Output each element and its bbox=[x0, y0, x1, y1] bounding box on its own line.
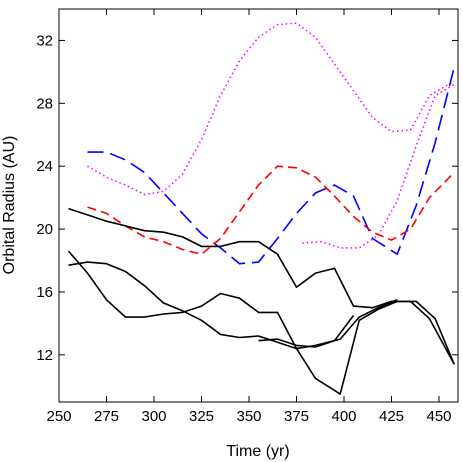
y-tick-label-12: 12 bbox=[36, 347, 53, 364]
x-tick-label-375: 375 bbox=[284, 408, 309, 425]
tick-layer: 250 275 300 325 350 375 400 425 450 12 16 20 24 28 32 bbox=[36, 9, 458, 425]
y-tick-label-16: 16 bbox=[36, 284, 53, 301]
y-tick-label-32: 32 bbox=[36, 32, 53, 49]
y-axis-title: Orbital Radius (AU) bbox=[1, 136, 18, 275]
x-tick-label-275: 275 bbox=[94, 408, 119, 425]
series-line-2 bbox=[302, 83, 455, 249]
series-layer bbox=[67, 22, 455, 395]
x-tick-label-300: 300 bbox=[141, 408, 166, 425]
series-line-3 bbox=[87, 67, 455, 265]
y-tick-label-28: 28 bbox=[36, 95, 53, 112]
y-tick-label-20: 20 bbox=[36, 221, 53, 238]
plot-frame bbox=[58, 8, 459, 403]
series-line-5 bbox=[68, 207, 455, 365]
series-line-7 bbox=[67, 250, 398, 350]
x-tick-label-400: 400 bbox=[331, 408, 356, 425]
y-tick-label-24: 24 bbox=[36, 158, 53, 175]
x-axis-title: Time (yr) bbox=[226, 443, 289, 460]
x-tick-label-350: 350 bbox=[236, 408, 261, 425]
x-tick-label-250: 250 bbox=[46, 408, 71, 425]
x-tick-label-450: 450 bbox=[426, 408, 451, 425]
series-line-8 bbox=[258, 315, 355, 348]
series-line-1 bbox=[87, 22, 455, 196]
x-tick-label-325: 325 bbox=[189, 408, 214, 425]
x-tick-label-425: 425 bbox=[379, 408, 404, 425]
series-line-6 bbox=[68, 261, 455, 395]
series-line-4 bbox=[87, 165, 455, 255]
